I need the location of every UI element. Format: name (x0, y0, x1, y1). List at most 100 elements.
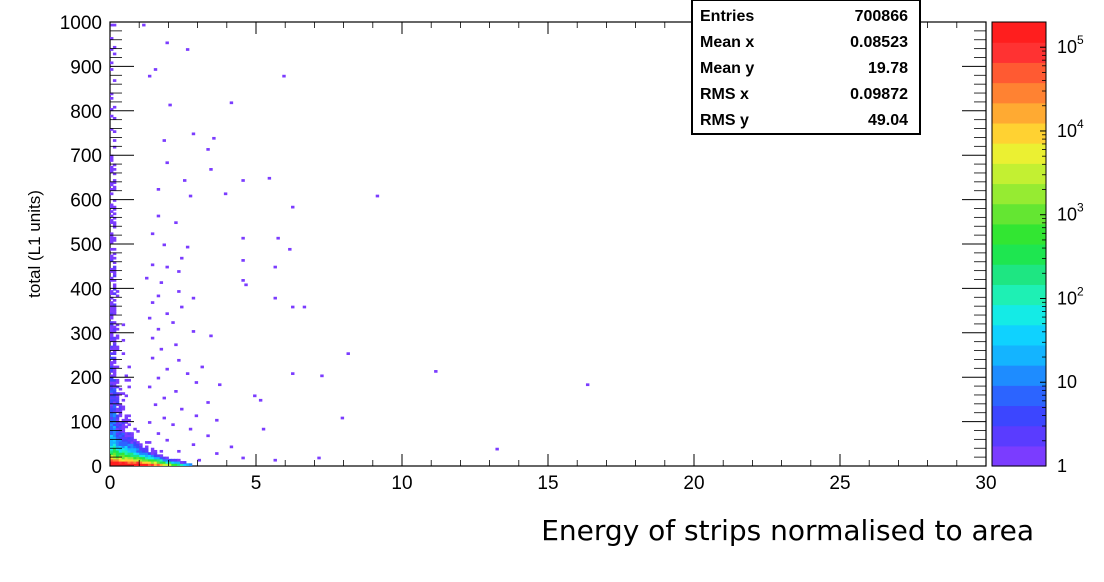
colorbar-swatch (992, 425, 1046, 447)
y-tick-label: 0 (91, 457, 102, 478)
heatmap-cell (165, 458, 169, 462)
heatmap-cell (110, 23, 114, 27)
heatmap-cell (147, 456, 152, 460)
heatmap-cell (171, 461, 175, 464)
heatmap-cell (112, 352, 117, 355)
heatmap-cell (110, 323, 114, 327)
stat-entries-value: 700866 (855, 8, 908, 25)
stat-entries-label: Entries (700, 8, 754, 25)
heatmap-cell (191, 330, 196, 333)
heatmap-cell (112, 385, 117, 389)
heatmap-cell (215, 418, 219, 422)
heatmap-cell (110, 456, 114, 460)
colorbar-tick-label: 105 (1057, 33, 1084, 57)
heatmap-cell (145, 452, 149, 455)
heatmap-cell (162, 456, 166, 460)
heatmap-cell (180, 256, 184, 260)
heatmap-cell (150, 263, 155, 267)
heatmap-cell (124, 463, 129, 466)
colorbar-swatch (992, 365, 1046, 386)
heatmap-cell (174, 458, 178, 462)
heatmap-cell (139, 443, 143, 447)
heatmap-cell (291, 305, 295, 309)
heatmap-cell (241, 456, 245, 460)
heatmap-cell (147, 452, 152, 455)
heatmap-cell (110, 461, 114, 464)
heatmap-cell (585, 383, 590, 387)
heatmap-cell (110, 447, 114, 451)
heatmap-cell (112, 347, 117, 351)
heatmap-cell (121, 323, 126, 327)
heatmap-cell (145, 456, 149, 460)
heatmap-cell (150, 449, 155, 453)
heatmap-cell (180, 407, 184, 411)
heatmap-cell (127, 452, 131, 455)
heatmap-cell (110, 301, 114, 304)
heatmap-cell (302, 305, 307, 309)
heatmap-cell (150, 461, 155, 464)
heatmap-cell (340, 416, 345, 420)
heatmap-cell (112, 425, 117, 429)
heatmap-cell (110, 156, 114, 160)
heatmap-cell (142, 454, 146, 458)
heatmap-cell (118, 392, 123, 395)
heatmap-cell (112, 370, 117, 373)
heatmap-cell (112, 325, 117, 329)
heatmap-cell (112, 274, 117, 278)
heatmap-cell (133, 463, 137, 466)
heatmap-cell (139, 445, 143, 449)
heatmap-cell (291, 372, 295, 375)
heatmap-cell (115, 407, 120, 411)
heatmap-cell (110, 108, 114, 111)
heatmap-cell (110, 414, 114, 418)
heatmap-cell (110, 170, 114, 173)
heatmap-cell (110, 37, 114, 40)
heatmap-cell (112, 356, 117, 360)
heatmap-cell (130, 463, 134, 466)
heatmap-cell (191, 443, 196, 447)
heatmap-cell (112, 23, 117, 27)
heatmap-cell (136, 445, 140, 449)
heatmap-cell (127, 458, 131, 462)
heatmap-cell (124, 432, 129, 435)
heatmap-cell (110, 296, 114, 300)
heatmap-cell (112, 267, 117, 271)
heatmap-cell (110, 312, 114, 316)
heatmap-cell (112, 256, 117, 260)
heatmap-cell (130, 432, 134, 435)
heatmap-cell (110, 394, 114, 398)
heatmap-cell (112, 336, 117, 340)
heatmap-cell (200, 365, 204, 369)
heatmap-cell (115, 452, 120, 455)
heatmap-cell (118, 429, 123, 433)
heatmap-cell (124, 454, 129, 458)
heatmap-cell (112, 458, 117, 462)
heatmap-cell (110, 418, 114, 422)
heatmap-cell (110, 458, 114, 462)
heatmap-cell (159, 281, 164, 284)
heatmap-cell (177, 290, 181, 293)
heatmap-cell (241, 179, 245, 182)
heatmap-cell (110, 259, 114, 262)
heatmap-cell (168, 463, 172, 466)
heatmap-cell (118, 436, 123, 440)
heatmap-cell (244, 283, 248, 287)
colorbar-tick-label: 103 (1057, 201, 1084, 225)
heatmap-cell (375, 194, 380, 198)
heatmap-cell (110, 303, 114, 307)
heatmap-cell (112, 405, 117, 409)
heatmap-cell (136, 458, 140, 462)
heatmap-cell (162, 139, 166, 142)
heatmap-cell (124, 425, 129, 429)
colorbar-swatch (992, 223, 1046, 245)
heatmap-cell (112, 372, 117, 375)
heatmap-cell (115, 436, 120, 440)
heatmap-cell (153, 454, 158, 458)
heatmap-cell (183, 179, 187, 182)
heatmap-cell (229, 101, 234, 105)
colorbar-swatch (992, 344, 1046, 366)
heatmap-cell (261, 427, 266, 431)
heatmap-cell (112, 225, 117, 229)
heatmap-cell (110, 61, 114, 65)
heatmap-cell (112, 303, 117, 307)
